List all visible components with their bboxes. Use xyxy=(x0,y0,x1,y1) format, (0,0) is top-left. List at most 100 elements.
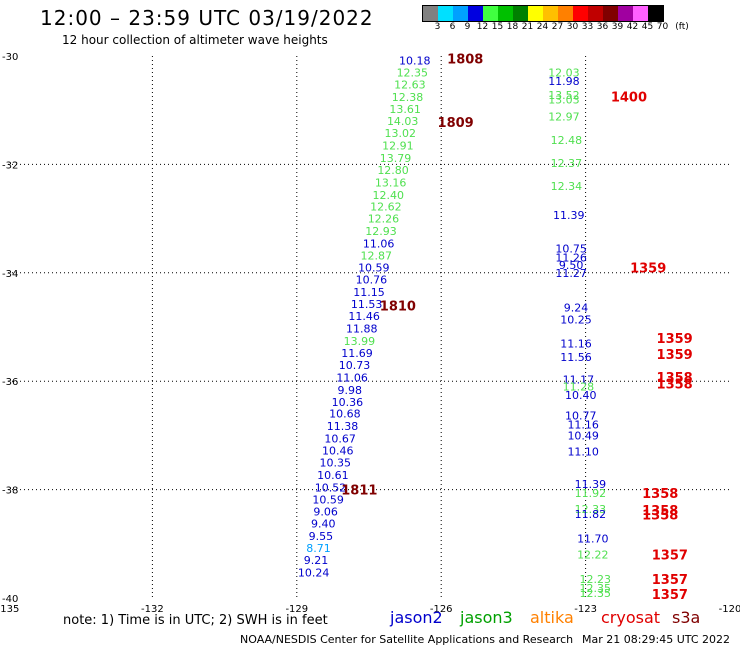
time-label: 1357 xyxy=(652,549,688,564)
x-tick-label: -129 xyxy=(285,604,308,615)
wave-height-point: 10.68 xyxy=(329,408,361,421)
wave-height-point: 9.40 xyxy=(311,518,336,531)
colorbar-labels: 3 6 9 12 15 18 21 24 27 30 33 36 39 42 45 70 (ft) xyxy=(422,22,740,34)
colorbar-swatch xyxy=(648,6,663,21)
colorbar-tick-label: 21 xyxy=(521,22,534,32)
colorbar-swatch xyxy=(468,6,483,21)
legend-item-jason3: jason3 xyxy=(460,608,513,627)
time-label: 1808 xyxy=(447,53,483,68)
wave-height-point: 10.40 xyxy=(565,389,597,402)
wave-height-point: 10.52 xyxy=(315,481,347,494)
wave-height-point: 12.35 xyxy=(579,582,611,595)
wave-height-point: 11.98 xyxy=(548,75,580,88)
wave-height-point: 11.27 xyxy=(555,267,587,280)
y-tick-label: -32 xyxy=(2,160,18,171)
y-tick-label: -34 xyxy=(2,269,18,280)
footer-note: note: 1) Time is in UTC; 2) SWH is in fe… xyxy=(63,613,328,628)
wave-height-point: 10.73 xyxy=(339,359,371,372)
wave-height-point: 10.35 xyxy=(320,457,352,470)
wave-height-point: 11.15 xyxy=(353,286,385,299)
time-label: 1359 xyxy=(657,332,693,347)
time-label: 1359 xyxy=(657,348,693,363)
colorbar-swatch xyxy=(423,6,438,21)
y-tick-label: -30 xyxy=(2,52,18,63)
wave-height-point: 11.56 xyxy=(560,351,592,364)
time-label: 1810 xyxy=(380,299,416,314)
wave-height-point: 11.06 xyxy=(336,371,368,384)
wave-height-point: 12.63 xyxy=(394,79,426,92)
wave-height-point: 9.50 xyxy=(559,259,584,272)
colorbar-tick-label: 33 xyxy=(581,22,594,32)
wave-height-point: 12.34 xyxy=(551,180,583,193)
colorbar-tick-label: 9 xyxy=(464,22,471,32)
wave-height-point: 13.03 xyxy=(548,93,580,106)
wave-height-point: 10.46 xyxy=(322,445,354,458)
x-tick-label: -135 xyxy=(0,604,19,615)
wave-height-point: 11.26 xyxy=(555,252,587,265)
colorbar-tick-label: 27 xyxy=(551,22,564,32)
time-label: 1357 xyxy=(652,573,688,588)
colorbar-swatch xyxy=(573,6,588,21)
y-tick-label: -38 xyxy=(2,486,18,497)
wave-height-point: 12.26 xyxy=(368,213,400,226)
colorbar-tick-label: 6 xyxy=(449,22,456,32)
time-label: 1357 xyxy=(652,588,688,603)
time-label: 1358 xyxy=(642,509,678,524)
wave-height-point: 12.38 xyxy=(392,91,424,104)
footer-timestamp: Mar 21 08:29:45 UTC 2022 xyxy=(582,633,730,646)
wave-height-point: 10.76 xyxy=(356,273,388,286)
colorbar-tick-label: 24 xyxy=(536,22,549,32)
wave-height-point: 11.82 xyxy=(575,508,607,521)
time-label: 1358 xyxy=(642,487,678,502)
legend-item-s3a: s3a xyxy=(672,608,701,627)
wave-height-point: 13.79 xyxy=(380,152,412,165)
legend-item-cryosat: cryosat xyxy=(601,608,661,627)
colorbar-swatch xyxy=(438,6,453,21)
wave-height-point: 12.97 xyxy=(548,111,580,124)
colorbar-swatch xyxy=(633,6,648,21)
colorbar-swatch xyxy=(543,6,558,21)
wave-height-point: 11.53 xyxy=(351,298,383,311)
footer-center-name: NOAA/NESDIS Center for Satellite Applica… xyxy=(240,633,574,646)
wave-height-point: 12.40 xyxy=(373,189,405,202)
time-label: 1358 xyxy=(657,377,693,392)
wave-height-point: 10.61 xyxy=(317,469,349,482)
colorbar-swatch xyxy=(528,6,543,21)
wave-height-point: 11.10 xyxy=(567,446,599,459)
wave-height-point: 10.36 xyxy=(332,396,364,409)
wave-height-point: 9.98 xyxy=(337,384,362,397)
wave-height-point: 12.62 xyxy=(370,201,402,214)
colorbar-tick-label: 45 xyxy=(641,22,654,32)
wave-height-point: 10.59 xyxy=(312,493,344,506)
wave-height-point: 9.06 xyxy=(313,505,338,518)
y-tick-label: -40 xyxy=(2,594,18,605)
x-tick-label: -123 xyxy=(574,604,597,615)
colorbar-swatch xyxy=(603,6,618,21)
time-label: 1358 xyxy=(657,371,693,386)
wave-height-point: 12.03 xyxy=(548,66,580,79)
colorbar-unit: (ft) xyxy=(675,22,689,32)
wave-height-point: 11.28 xyxy=(563,381,595,394)
wave-height-point: 11.06 xyxy=(363,238,395,251)
wave-height-point: 11.70 xyxy=(577,532,609,545)
wave-height-point: 10.75 xyxy=(555,242,587,255)
time-label: 1358 xyxy=(642,504,678,519)
colorbar-tick-label: 18 xyxy=(506,22,519,32)
wave-height-point: 12.35 xyxy=(397,66,429,79)
wave-height-point: 10.25 xyxy=(560,313,592,326)
colorbar-tick-label: 70 xyxy=(656,22,669,32)
x-tick-label: -120 xyxy=(719,604,740,615)
wave-height-point: 12.93 xyxy=(365,225,397,238)
wave-height-point: 11.38 xyxy=(327,420,359,433)
wave-height-point: 10.67 xyxy=(324,433,356,446)
colorbar-tick-label: 39 xyxy=(611,22,624,32)
colorbar-tick-label: 36 xyxy=(596,22,609,32)
wave-height-point: 12.37 xyxy=(551,157,583,170)
colorbar-swatch xyxy=(513,6,528,21)
wave-height-point: 11.69 xyxy=(341,347,373,360)
wave-height-point: 14.03 xyxy=(387,115,419,128)
wave-height-point: 9.55 xyxy=(309,530,334,543)
colorbar-tick-label: 42 xyxy=(626,22,639,32)
wave-height-point: 12.91 xyxy=(382,139,414,152)
wave-height-point: 12.48 xyxy=(551,134,583,147)
